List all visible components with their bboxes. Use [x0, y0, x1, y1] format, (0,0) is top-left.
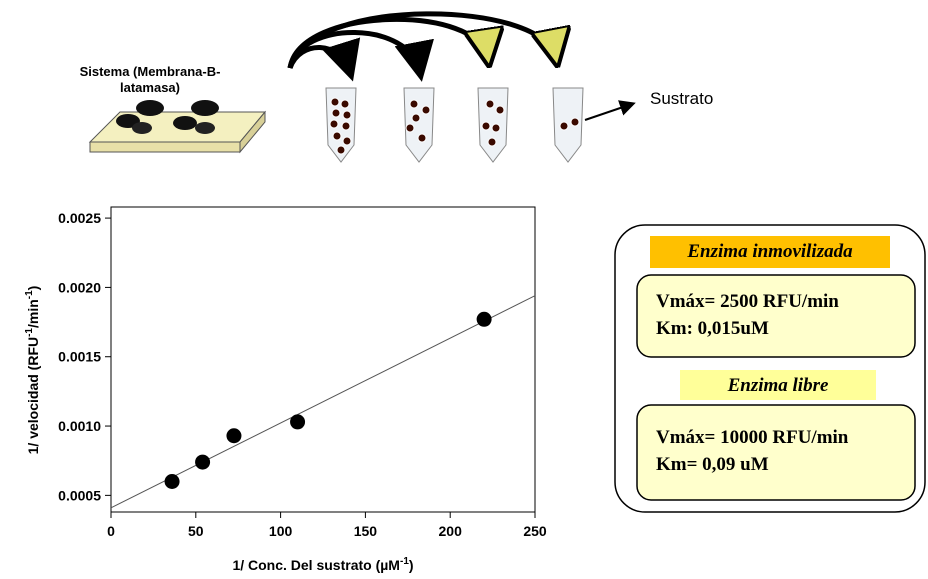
y-tick-label: 0.0025 [58, 210, 101, 226]
substrate-arrow [584, 100, 636, 121]
box-line: Vmáx= 10000 RFU/min [656, 427, 849, 448]
info-box [636, 404, 916, 501]
plot-frame [110, 206, 536, 513]
membrane-diagram [88, 100, 267, 154]
data-point [195, 454, 211, 470]
substrate-label: Sustrato [650, 89, 713, 108]
y-tick-label: 0.0015 [58, 349, 101, 365]
box-line: Vmáx= 2500 RFU/min [656, 291, 839, 312]
system-label: Sistema (Membrana-B- [80, 64, 221, 79]
transfer-arrows [287, 11, 556, 82]
y-label-sup: -1 [24, 290, 35, 299]
x-tick-label: 50 [188, 523, 204, 539]
y-tick-label: 0.0005 [58, 487, 101, 503]
y-tick-label: 0.0020 [58, 279, 101, 295]
data-point [290, 414, 306, 430]
x-tick-label: 0 [107, 523, 115, 539]
y-axis-label: 1/ velocidad (RFU-1/min-1) [24, 286, 41, 455]
y-label-part: ) [25, 286, 41, 291]
tubes [325, 87, 584, 163]
x-label-sup: -1 [400, 556, 409, 567]
data-point [226, 428, 242, 444]
y-tick-label: 0.0010 [58, 418, 101, 434]
x-tick-label: 250 [523, 523, 547, 539]
box-title: Enzima libre [727, 375, 829, 396]
x-tick-label: 150 [354, 523, 378, 539]
fit-line [110, 295, 536, 509]
box-title-bg [650, 236, 890, 268]
system-label: latamasa) [120, 80, 180, 95]
y-label-sup: -1 [24, 328, 35, 337]
x-tick-label: 100 [269, 523, 293, 539]
x-tick-label: 200 [439, 523, 463, 539]
x-axis-label: 1/ Conc. Del sustrato (µM-1) [232, 556, 413, 573]
data-point [476, 311, 492, 327]
data-point [164, 474, 180, 489]
y-label-part: /min [25, 299, 41, 328]
box-title-bg [680, 370, 876, 400]
box-line: Km= 0,09 uM [656, 454, 769, 475]
box-title: Enzima inmovilizada [686, 241, 853, 262]
info-box [636, 274, 916, 358]
box-line: Km: 0,015uM [656, 318, 769, 339]
y-label-part: 1/ velocidad (RFU [25, 337, 41, 454]
x-label-part: 1/ Conc. Del sustrato (µM [232, 557, 400, 573]
x-label-part: ) [409, 557, 414, 573]
beads [329, 97, 580, 155]
